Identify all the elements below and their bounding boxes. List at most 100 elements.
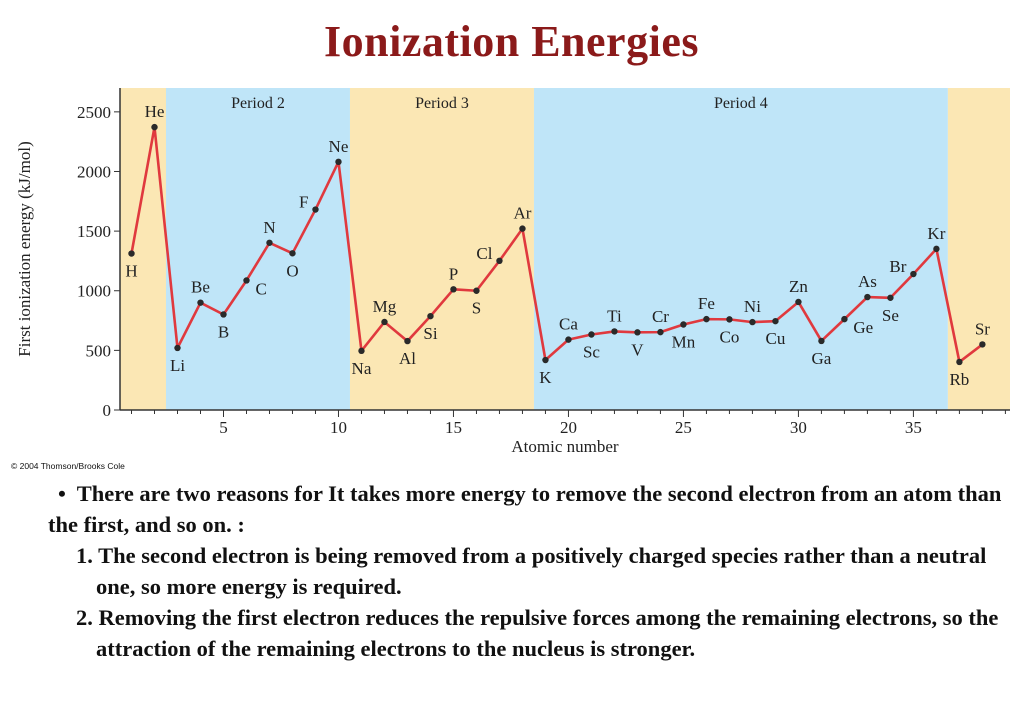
data-point-mn — [680, 321, 687, 328]
period-bands: Period 2 Period 3 Period 4 — [120, 88, 1010, 410]
element-label-sr: Sr — [975, 319, 990, 338]
element-label-o: O — [286, 261, 298, 280]
element-label-be: Be — [191, 278, 210, 297]
x-tick-label: 30 — [790, 418, 807, 437]
chart-axes: 0 500 1000 1500 2000 2500 5 10 15 20 25 30 35 Atomic … — [15, 88, 1010, 456]
element-label-p: P — [449, 264, 458, 283]
x-tick-label: 35 — [905, 418, 922, 437]
data-point-si — [427, 312, 434, 320]
data-point-as — [864, 293, 871, 301]
element-label-ne: Ne — [329, 137, 349, 156]
data-point-sc — [588, 331, 595, 338]
element-label-ca: Ca — [559, 315, 578, 334]
y-tick-label: 2500 — [77, 103, 111, 122]
element-label-na: Na — [352, 359, 372, 378]
element-label-mn: Mn — [672, 332, 696, 351]
data-point-b — [220, 311, 227, 318]
x-tick-label: 20 — [560, 418, 577, 437]
data-point-k — [542, 356, 549, 364]
data-point-v — [634, 329, 641, 336]
element-label-rb: Rb — [949, 370, 969, 389]
data-points — [128, 123, 986, 366]
element-label-v: V — [631, 340, 644, 359]
reason-2: 2. Removing the first electron reduces t… — [76, 605, 999, 661]
data-point-he — [151, 123, 158, 131]
data-point-kr — [933, 245, 940, 253]
bullet-item: • There are two reasons for It takes mor… — [48, 478, 1008, 540]
data-point-n — [266, 239, 273, 246]
ionization-series-line — [130, 125, 984, 364]
bullet-text: There are two reasons for It takes more … — [48, 481, 1002, 537]
x-tick-label: 25 — [675, 418, 692, 437]
data-point-c — [243, 277, 250, 284]
element-label-ge: Ge — [853, 318, 873, 337]
x-tick-label: 5 — [219, 418, 228, 437]
period-band-1 — [165, 88, 350, 410]
data-point-sr — [979, 341, 986, 348]
data-point-cl — [496, 257, 503, 265]
element-label-k: K — [539, 368, 552, 387]
period-label: Period 4 — [714, 95, 768, 112]
data-point-na — [358, 347, 365, 355]
element-label-as: As — [858, 272, 877, 291]
slide-title: Ionization Energies — [324, 17, 699, 66]
data-point-ni — [749, 318, 756, 326]
y-tick-label: 1500 — [77, 222, 111, 241]
data-point-br — [910, 270, 917, 278]
data-point-be — [197, 299, 204, 306]
element-label-s: S — [472, 299, 481, 318]
copyright-notice: © 2004 Thomson/Brooks Cole — [11, 461, 125, 471]
element-label-he: He — [145, 102, 165, 121]
data-point-f — [312, 206, 319, 213]
element-label-br: Br — [889, 257, 906, 276]
bullet-symbol: • — [58, 481, 66, 506]
data-point-ar — [519, 225, 526, 232]
y-tick-label: 500 — [86, 341, 112, 360]
element-label-li: Li — [170, 356, 185, 375]
element-label-n: N — [263, 218, 275, 237]
data-point-h — [128, 250, 135, 257]
y-tick-label: 2000 — [77, 162, 111, 181]
data-point-co — [726, 316, 733, 323]
ionization-energy-chart: Period 2 Period 3 Period 4 0 500 1000 1500 200… — [15, 88, 1010, 456]
element-label-mg: Mg — [373, 297, 397, 316]
data-point-fe — [703, 315, 710, 323]
period-band-3 — [533, 88, 948, 410]
x-tick-label: 10 — [330, 418, 347, 437]
element-label-ni: Ni — [744, 297, 761, 316]
element-label-c: C — [255, 279, 266, 298]
element-label-ti: Ti — [607, 306, 622, 325]
period-band-0 — [120, 88, 166, 410]
element-label-cu: Cu — [766, 329, 786, 348]
element-labels: H He Li Be B C N O F Ne Na Mg Al Si PS Cl Ar K Ca Sc Ti V CrMn… — [125, 102, 990, 389]
data-point-se — [887, 294, 894, 301]
data-point-ti — [611, 328, 618, 335]
element-label-fe: Fe — [698, 294, 715, 313]
element-label-ar: Ar — [513, 204, 531, 223]
data-point-cu — [772, 317, 779, 325]
element-label-cr: Cr — [652, 307, 669, 326]
y-tick-label: 1000 — [77, 282, 111, 301]
y-axis-title: First ionization energy (kJ/mol) — [15, 141, 34, 356]
element-label-cl: Cl — [476, 244, 492, 263]
element-label-h: H — [125, 262, 137, 281]
y-tick-label: 0 — [103, 401, 112, 420]
element-label-ga: Ga — [812, 349, 832, 368]
data-point-ne — [335, 158, 342, 166]
data-point-ge — [841, 315, 848, 323]
data-point-mg — [381, 318, 388, 326]
data-point-al — [404, 337, 411, 345]
data-point-ca — [565, 336, 572, 343]
data-point-ga — [818, 337, 825, 345]
period-label: Period 2 — [231, 95, 285, 112]
slide-notes: • There are two reasons for It takes mor… — [48, 478, 1008, 664]
element-label-si: Si — [423, 324, 437, 343]
element-label-al: Al — [399, 349, 416, 368]
element-label-kr: Kr — [927, 224, 945, 243]
data-point-zn — [795, 298, 802, 306]
data-point-rb — [956, 358, 963, 366]
element-label-f: F — [299, 193, 308, 212]
element-label-b: B — [218, 322, 229, 341]
element-label-co: Co — [720, 327, 740, 346]
period-band-2 — [349, 88, 534, 410]
